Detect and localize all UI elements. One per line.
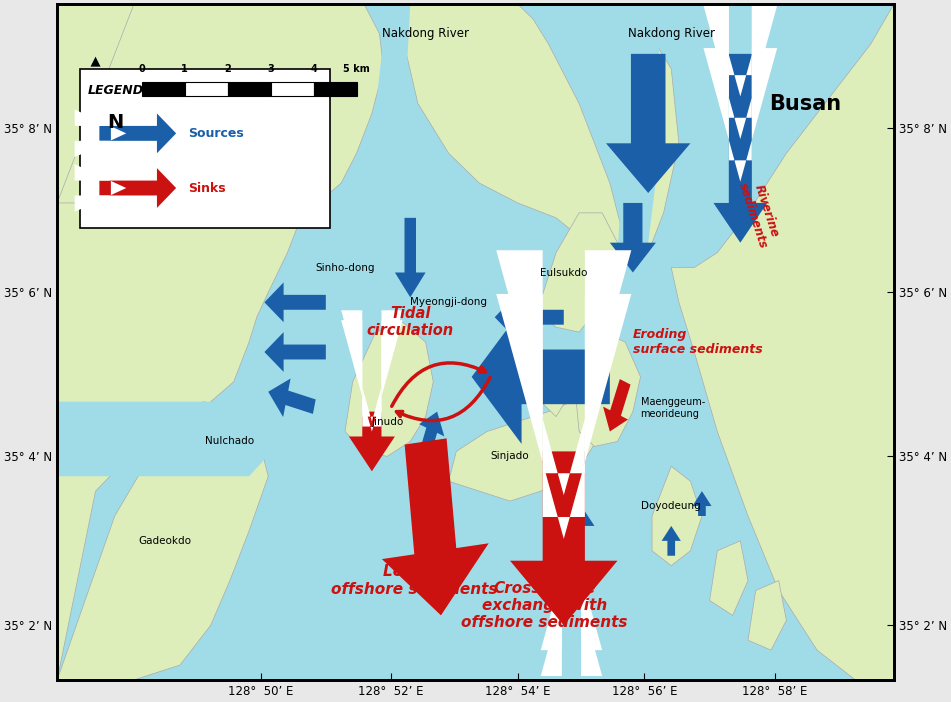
- Polygon shape: [541, 357, 572, 416]
- FancyArrow shape: [549, 491, 594, 590]
- FancyArrow shape: [349, 411, 395, 471]
- FancyArrow shape: [495, 298, 564, 337]
- FancyArrow shape: [341, 320, 402, 432]
- FancyArrow shape: [264, 332, 326, 372]
- Bar: [142, 81, 184, 95]
- FancyArrow shape: [264, 282, 326, 322]
- FancyArrow shape: [603, 379, 631, 432]
- Bar: [227, 81, 270, 95]
- Polygon shape: [57, 402, 268, 680]
- FancyArrow shape: [713, 54, 767, 243]
- Text: Busan: Busan: [769, 93, 842, 114]
- Polygon shape: [575, 332, 641, 446]
- FancyArrow shape: [341, 310, 402, 422]
- Text: Eulsukdo: Eulsukdo: [540, 267, 588, 277]
- FancyArrow shape: [704, 6, 777, 139]
- Text: Nulchado: Nulchado: [205, 437, 255, 446]
- Text: Maenggeum-
meorideung: Maenggeum- meorideung: [641, 397, 705, 419]
- FancyArrow shape: [541, 564, 602, 676]
- Text: Cross-shore
exchange with
offshore sediments: Cross-shore exchange with offshore sedim…: [461, 581, 628, 630]
- FancyArrow shape: [419, 411, 444, 454]
- Polygon shape: [709, 541, 748, 616]
- Bar: [314, 81, 357, 95]
- Text: 4: 4: [310, 64, 317, 74]
- FancyArrow shape: [704, 0, 777, 96]
- FancyArrow shape: [704, 48, 777, 182]
- FancyArrow shape: [395, 218, 426, 298]
- Polygon shape: [498, 347, 534, 406]
- FancyArrow shape: [382, 438, 489, 616]
- Text: Nakdong River: Nakdong River: [382, 27, 469, 41]
- FancyArrow shape: [75, 110, 126, 157]
- FancyArrow shape: [510, 451, 617, 625]
- Polygon shape: [537, 213, 617, 332]
- Polygon shape: [748, 581, 786, 650]
- FancyArrow shape: [606, 54, 690, 193]
- Polygon shape: [449, 402, 602, 501]
- FancyArrow shape: [610, 203, 656, 272]
- Polygon shape: [617, 4, 664, 263]
- FancyArrow shape: [99, 168, 176, 208]
- FancyBboxPatch shape: [80, 69, 330, 227]
- Polygon shape: [652, 466, 702, 566]
- FancyArrow shape: [496, 294, 631, 539]
- Bar: [270, 81, 314, 95]
- Polygon shape: [345, 322, 434, 456]
- Bar: [184, 81, 227, 95]
- FancyArrow shape: [268, 378, 316, 417]
- Text: Eroding
surface sediments: Eroding surface sediments: [632, 328, 763, 356]
- Polygon shape: [395, 4, 625, 253]
- Text: Nakdong River: Nakdong River: [628, 27, 715, 41]
- Text: 3: 3: [267, 64, 274, 74]
- Text: Loss to
offshore sediments: Loss to offshore sediments: [331, 564, 497, 597]
- Text: LEGEND: LEGEND: [87, 84, 144, 97]
- FancyArrow shape: [692, 491, 711, 516]
- FancyArrow shape: [472, 310, 610, 444]
- Polygon shape: [57, 4, 319, 680]
- Text: Sinho-dong: Sinho-dong: [315, 263, 375, 272]
- Text: 0: 0: [138, 64, 145, 74]
- FancyArrow shape: [99, 114, 176, 153]
- FancyArrow shape: [496, 250, 631, 495]
- FancyArrow shape: [479, 362, 517, 402]
- Text: Myeongji-dong: Myeongji-dong: [410, 298, 487, 307]
- Text: Sinks: Sinks: [187, 182, 225, 194]
- Text: Jinudo: Jinudo: [371, 416, 403, 427]
- Text: 5 km: 5 km: [343, 64, 370, 74]
- Text: Riverine
sediments: Riverine sediments: [735, 176, 784, 250]
- Text: 1: 1: [182, 64, 188, 74]
- Text: Sinjado: Sinjado: [491, 451, 530, 461]
- Text: Doyodeung: Doyodeung: [641, 501, 701, 511]
- Polygon shape: [57, 4, 383, 203]
- Polygon shape: [57, 402, 272, 476]
- Polygon shape: [372, 4, 410, 163]
- FancyArrow shape: [541, 539, 602, 650]
- Text: Sources: Sources: [187, 127, 243, 140]
- Text: Gadeokdo: Gadeokdo: [138, 536, 191, 546]
- FancyArrow shape: [662, 526, 681, 556]
- Text: Tidal
circulation: Tidal circulation: [367, 306, 454, 338]
- Polygon shape: [625, 44, 679, 253]
- Text: 2: 2: [224, 64, 231, 74]
- Text: N: N: [107, 114, 124, 133]
- FancyArrow shape: [75, 164, 126, 212]
- Polygon shape: [671, 4, 894, 680]
